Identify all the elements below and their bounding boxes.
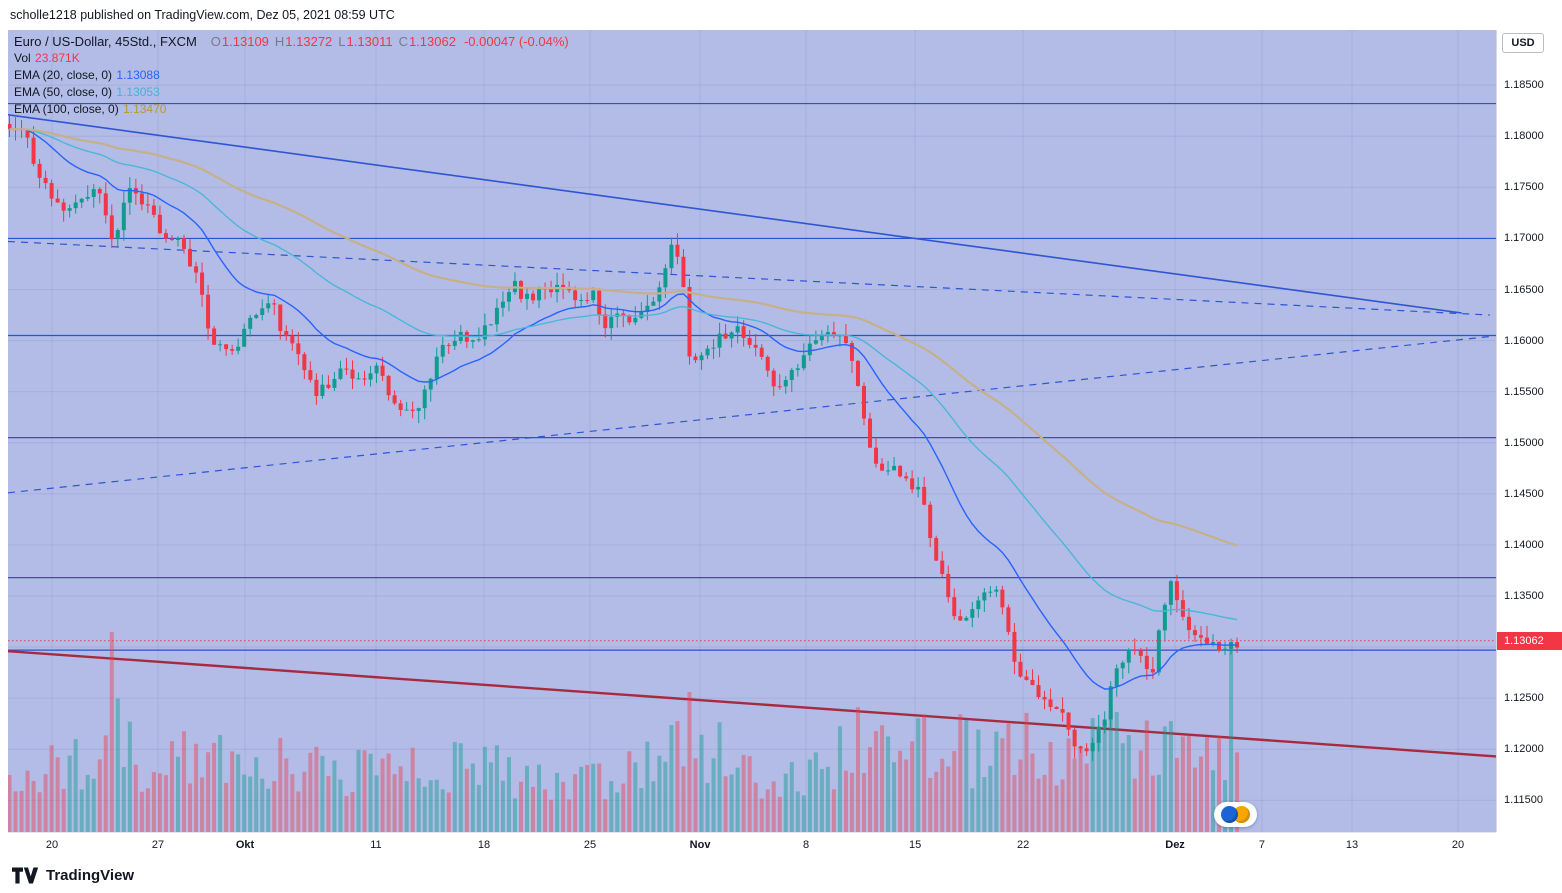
- time-tick-label: Okt: [235, 839, 255, 851]
- legend-ema20-row: EMA (20, close, 0) 1.13088: [14, 67, 569, 84]
- publisher-bar: scholle1218 published on TradingView.com…: [0, 0, 1562, 30]
- ohlc-close: C1.13062: [398, 34, 456, 49]
- price-tick-label: 1.13500: [1504, 589, 1544, 602]
- change-value: -0.00047 (-0.04%): [463, 34, 569, 49]
- publisher-text: scholle1218 published on TradingView.com…: [10, 8, 395, 22]
- chart-legend: Euro / US-Dollar, 45Std., FXCM O1.13109 H1…: [14, 33, 569, 118]
- time-tick-label: 27: [151, 839, 165, 851]
- last-price-badge: 1.13062: [1497, 631, 1562, 650]
- price-tick-label: 1.15000: [1504, 436, 1544, 449]
- tradingview-logo-icon: [12, 867, 39, 884]
- price-tick-label: 1.16500: [1504, 283, 1544, 296]
- ema-100-line: [9, 128, 1238, 547]
- chart-canvas[interactable]: [8, 30, 1496, 832]
- price-tick-label: 1.14000: [1504, 538, 1544, 551]
- currency-toggle-button[interactable]: USD: [1502, 33, 1544, 53]
- reactions-badge[interactable]: [1214, 802, 1257, 827]
- symbol-title: Euro / US-Dollar, 45Std., FXCM: [14, 34, 197, 49]
- ema50-value: 1.13053: [116, 85, 160, 99]
- price-tick-label: 1.14500: [1504, 487, 1544, 500]
- volume-layer: [8, 632, 1240, 832]
- volume-value: 23.871K: [35, 51, 80, 65]
- price-tick-label: 1.11500: [1504, 794, 1543, 807]
- ohlc-high: H1.13272: [274, 34, 333, 49]
- ema-20-line: [9, 128, 1238, 690]
- blue-emoji-icon: [1221, 806, 1238, 823]
- price-tick-label: 1.16000: [1504, 334, 1544, 347]
- time-tick-label: Nov: [689, 839, 711, 851]
- ema-50-line: [9, 128, 1238, 621]
- legend-volume-row: Vol 23.871K: [14, 50, 569, 67]
- time-tick-label: 18: [477, 839, 491, 851]
- legend-ema50-row: EMA (50, close, 0) 1.13053: [14, 84, 569, 101]
- price-tick-label: 1.18000: [1504, 130, 1544, 143]
- time-axis[interactable]: 20 27 Okt 11 18 25 Nov 8 15 22 Dez 7 13 20: [8, 832, 1496, 858]
- ema100-value: 1.13470: [123, 102, 167, 116]
- ema100-label: EMA (100, close, 0): [14, 102, 119, 116]
- ema20-value: 1.13088: [116, 68, 160, 82]
- tradingview-wordmark: TradingView: [46, 867, 135, 884]
- legend-symbol-row: Euro / US-Dollar, 45Std., FXCM O1.13109 H1…: [14, 33, 569, 50]
- ohlc-low: L1.13011: [338, 34, 393, 49]
- time-tick-label: 15: [908, 839, 922, 851]
- price-tick-label: 1.15500: [1504, 385, 1544, 398]
- time-tick-label: 11: [370, 839, 382, 851]
- grid-layer: [8, 30, 1496, 832]
- time-tick-label: Dez: [1165, 839, 1185, 851]
- time-tick-label: 25: [583, 839, 597, 851]
- time-tick-label: 22: [1016, 839, 1030, 851]
- time-tick-label: 20: [45, 839, 59, 851]
- time-tick-label: 8: [802, 839, 810, 851]
- price-tick-label: 1.12000: [1504, 743, 1544, 756]
- volume-label: Vol: [14, 51, 31, 65]
- horizontal-levels-layer: [8, 102, 1496, 651]
- ohlc-open: O1.13109: [210, 34, 269, 49]
- price-axis[interactable]: USD 1.18500 1.18000 1.17500 1.17000 1.16500 1…: [1496, 30, 1562, 832]
- time-tick-label: 7: [1258, 839, 1265, 851]
- price-tick-label: 1.17500: [1504, 181, 1544, 194]
- legend-ema100-row: EMA (100, close, 0) 1.13470: [14, 101, 569, 118]
- price-tick-label: 1.18500: [1504, 79, 1544, 92]
- chart-pane[interactable]: Euro / US-Dollar, 45Std., FXCM O1.13109 H1…: [8, 30, 1496, 832]
- price-tick-label: 1.12500: [1504, 692, 1544, 705]
- ema50-label: EMA (50, close, 0): [14, 85, 113, 99]
- ema20-label: EMA (20, close, 0): [14, 68, 113, 82]
- footer-brand-bar: TradingView: [0, 858, 1562, 893]
- time-tick-label: 13: [1345, 839, 1359, 851]
- price-tick-label: 1.17000: [1504, 232, 1544, 245]
- trendlines-layer: [8, 114, 1496, 758]
- time-tick-label: 20: [1451, 839, 1465, 851]
